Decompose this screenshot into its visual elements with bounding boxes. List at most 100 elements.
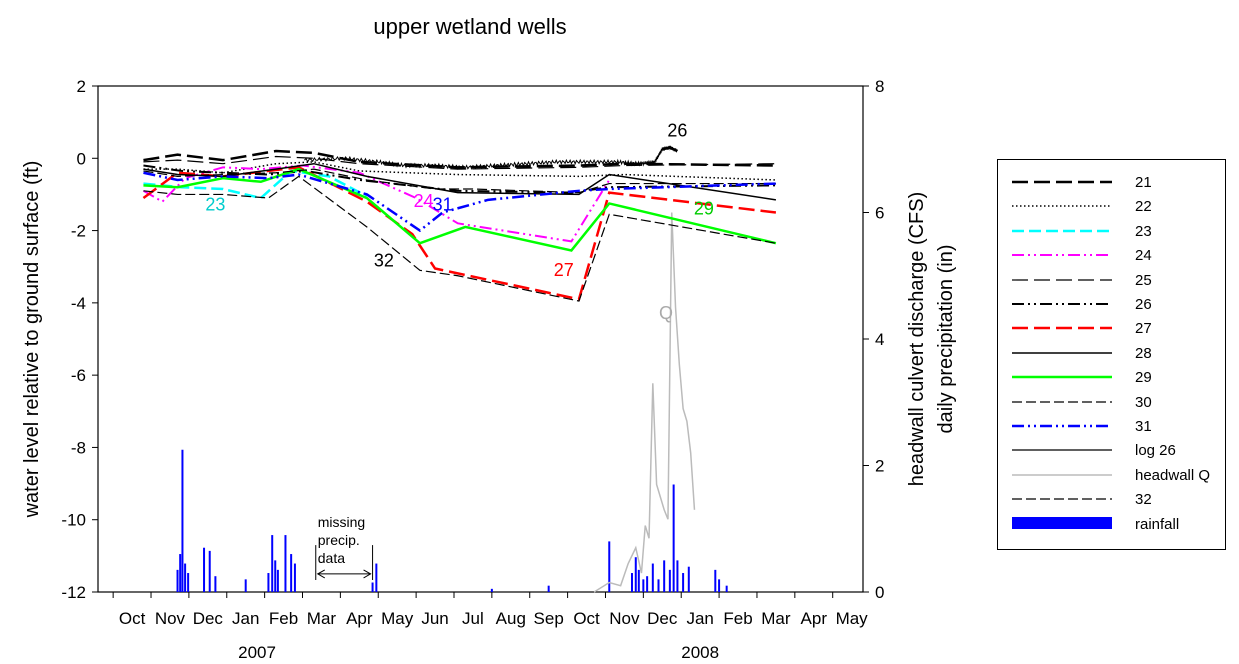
- legend-item: 22: [998, 196, 1225, 217]
- y-tick-label: 2: [77, 77, 86, 96]
- legend-item: 24: [998, 245, 1225, 266]
- y-tick-label: -10: [61, 511, 86, 530]
- x-tick-label: Jan: [686, 609, 713, 628]
- legend-label: 23: [1135, 222, 1152, 240]
- legend-swatch: [1012, 516, 1112, 529]
- series-25: [143, 155, 776, 170]
- y2-tick-label: 0: [875, 583, 884, 602]
- y2-tick-label: 6: [875, 204, 884, 223]
- legend-swatch: [1012, 278, 1112, 281]
- legend: 21 22 23 24 25 26 27 28 29 30 31 log 26 headwall Q 32…: [997, 159, 1226, 550]
- legend-label: 31: [1135, 418, 1152, 435]
- legend-item: 28: [998, 343, 1225, 364]
- legend-item: log 26: [998, 440, 1225, 461]
- legend-item: 27: [998, 318, 1225, 339]
- legend-item: 31: [998, 416, 1225, 437]
- legend-swatch: [1012, 375, 1112, 379]
- legend-label: log 26: [1135, 442, 1176, 460]
- legend-swatch: [1012, 303, 1112, 305]
- legend-item: 30: [998, 392, 1225, 413]
- series-annotation: 31: [433, 195, 453, 215]
- x-tick-label: Oct: [119, 609, 146, 628]
- legend-item: 32: [998, 489, 1225, 510]
- legend-item: 23: [998, 221, 1225, 242]
- y2-tick-label: 2: [875, 457, 884, 476]
- legend-swatch: [1012, 327, 1112, 330]
- x-tick-label: Dec: [193, 609, 224, 628]
- series-log-26: [304, 145, 678, 171]
- y2-tick-label: 4: [875, 330, 884, 349]
- legend-swatch: [1012, 180, 1112, 184]
- x-tick-label: Sep: [534, 609, 564, 628]
- x-tick-label: Apr: [801, 609, 828, 628]
- series-29: [143, 167, 777, 252]
- y-tick-label: 0: [77, 149, 86, 168]
- series-annotation: 29: [694, 198, 714, 218]
- legend-item: rainfall: [998, 514, 1225, 535]
- y2-axis-label: daily precipitation (in): [935, 245, 957, 434]
- arrow-head-right: [363, 569, 372, 579]
- legend-item: headwall Q: [998, 465, 1225, 486]
- legend-label: 22: [1135, 198, 1152, 216]
- series-annotation: 23: [205, 195, 225, 215]
- legend-item: 21: [998, 172, 1225, 193]
- plot-frame: [97, 85, 864, 593]
- series-annotation: 24: [414, 191, 434, 211]
- series-21: [143, 149, 776, 169]
- series-32: [143, 175, 776, 302]
- y-tick-label: -4: [71, 294, 86, 313]
- x-tick-label: May: [381, 609, 414, 628]
- legend-label: 30: [1135, 393, 1152, 411]
- x-tick-label: Aug: [496, 609, 526, 628]
- arrow-head-left: [316, 569, 326, 579]
- x-tick-label: Jan: [232, 609, 259, 628]
- x-year-label: 2008: [681, 643, 719, 662]
- legend-label: 28: [1135, 344, 1152, 362]
- legend-label: headwall Q: [1135, 466, 1211, 484]
- x-year-label: 2007: [238, 643, 276, 662]
- legend-label: 24: [1135, 247, 1152, 265]
- y-axis-label: water level relative to ground surface (…: [21, 161, 43, 519]
- legend-swatch: [1012, 400, 1112, 403]
- legend-swatch: [1012, 498, 1112, 500]
- legend-label: 25: [1135, 271, 1152, 289]
- y-tick-label: -12: [61, 583, 86, 602]
- x-tick-label: Jul: [462, 609, 484, 628]
- series-annotation: 26: [667, 121, 687, 141]
- chart-title: upper wetland wells: [373, 14, 567, 39]
- missing-data-label: data: [318, 550, 345, 566]
- legend-swatch: [1012, 424, 1112, 428]
- missing-data-label: missing: [318, 514, 365, 530]
- x-tick-label: Apr: [346, 609, 373, 628]
- x-tick-label: Oct: [573, 609, 600, 628]
- legend-label: 27: [1135, 320, 1152, 338]
- y-tick-label: -8: [71, 438, 86, 457]
- legend-item: 26: [998, 294, 1225, 315]
- legend-label: 29: [1135, 369, 1152, 387]
- y-tick-label: -6: [71, 366, 86, 385]
- legend-label: 26: [1135, 296, 1152, 313]
- missing-data-label: precip.: [318, 532, 360, 548]
- series-annotation: 32: [374, 251, 394, 271]
- legend-item: 25: [998, 270, 1225, 291]
- x-tick-label: Feb: [723, 609, 752, 628]
- legend-swatch: [1012, 352, 1112, 354]
- x-tick-label: Nov: [155, 609, 186, 628]
- x-tick-label: May: [836, 609, 869, 628]
- y2-axis-label: headwall culvert discharge (CFS): [906, 192, 928, 487]
- legend-swatch: [1012, 229, 1112, 233]
- x-tick-label: Mar: [307, 609, 337, 628]
- x-tick-label: Dec: [647, 609, 678, 628]
- x-tick-label: Mar: [761, 609, 791, 628]
- y-tick-label: -2: [71, 222, 86, 241]
- series-30: [143, 168, 776, 194]
- series-headwall-q: [593, 212, 696, 593]
- x-tick-label: Jun: [421, 609, 448, 628]
- y2-tick-label: 8: [875, 77, 884, 96]
- series-annotation: Q: [659, 303, 673, 323]
- x-tick-label: Nov: [609, 609, 640, 628]
- legend-label: 21: [1135, 174, 1152, 191]
- series-31: [143, 171, 776, 233]
- legend-label: rainfall: [1135, 515, 1180, 533]
